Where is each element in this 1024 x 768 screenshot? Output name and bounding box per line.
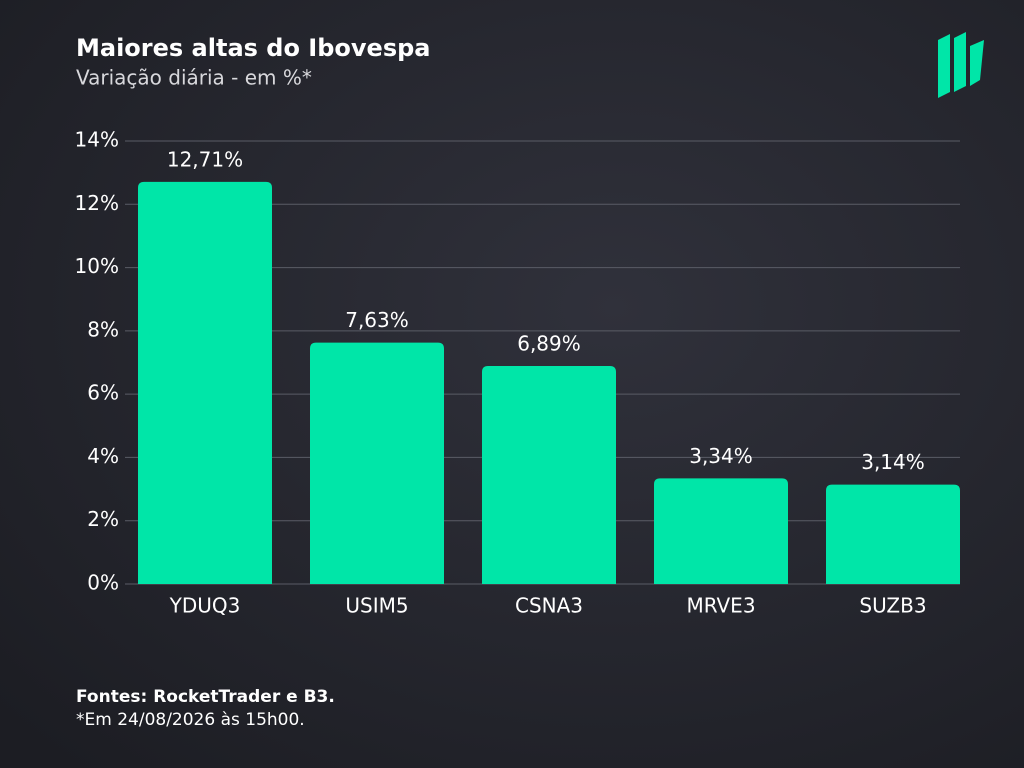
logo xyxy=(938,32,984,98)
value-label: 6,89% xyxy=(517,331,581,355)
x-tick-label: USIM5 xyxy=(345,594,408,618)
chart-subtitle: Variação diária - em %* xyxy=(76,66,312,90)
bar xyxy=(310,342,444,584)
value-label: 7,63% xyxy=(345,308,409,332)
x-tick-label: SUZB3 xyxy=(859,594,926,618)
y-tick-label: 12% xyxy=(75,191,119,215)
x-tick-label: CSNA3 xyxy=(515,594,583,618)
chart-title: Maiores altas do Ibovespa xyxy=(76,34,430,62)
value-label: 3,14% xyxy=(861,450,925,474)
value-label: 3,34% xyxy=(689,444,753,468)
bar xyxy=(138,181,272,585)
bar xyxy=(482,365,616,584)
value-label: 12,71% xyxy=(167,147,243,171)
y-tick-label: 2% xyxy=(87,507,119,531)
y-tick-label: 8% xyxy=(87,317,119,341)
y-tick-label: 6% xyxy=(87,381,119,405)
x-tick-label: MRVE3 xyxy=(686,594,755,618)
x-tick-label: YDUQ3 xyxy=(169,594,241,618)
y-tick-label: 0% xyxy=(87,571,119,595)
source: Fontes: RocketTrader e B3. xyxy=(76,687,335,707)
y-tick-label: 4% xyxy=(87,444,119,468)
y-tick-label: 10% xyxy=(75,254,119,278)
y-tick-label: 14% xyxy=(75,128,119,152)
bar xyxy=(654,478,788,584)
note: *Em 24/08/2026 às 15h00. xyxy=(76,710,305,730)
bar xyxy=(826,484,960,584)
